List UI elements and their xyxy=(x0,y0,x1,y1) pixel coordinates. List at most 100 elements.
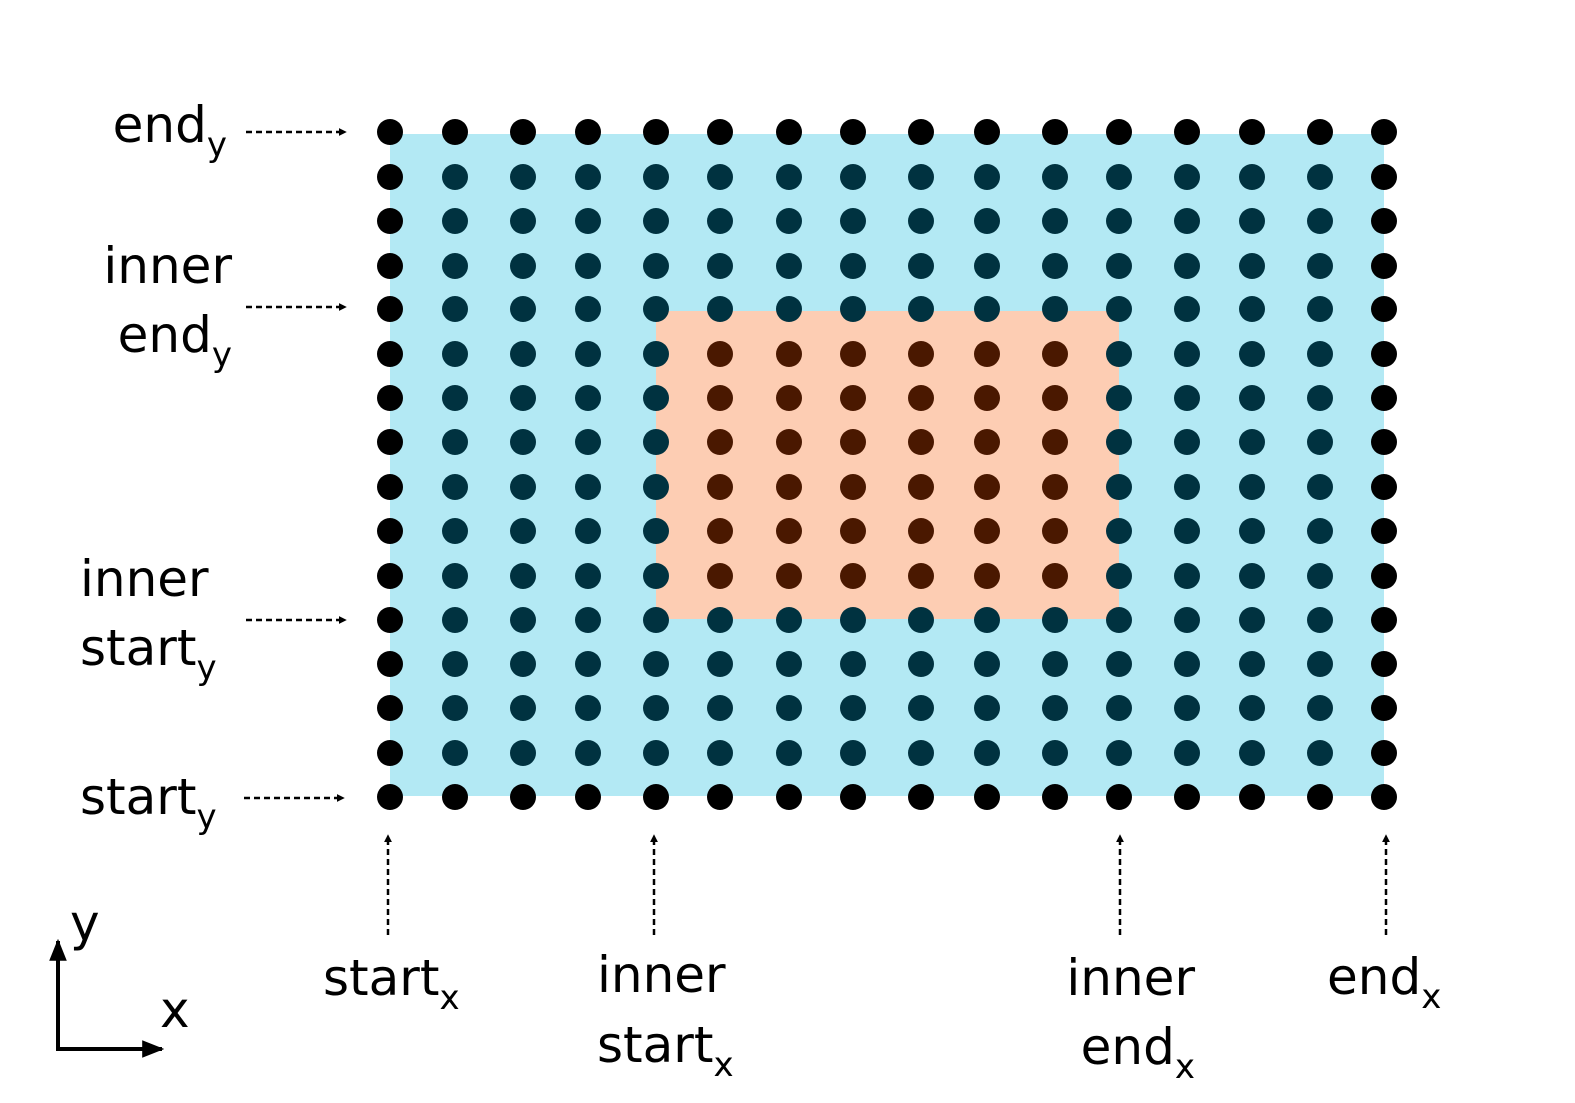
inner-start-y-label-line1: inner xyxy=(80,550,209,608)
grid-point xyxy=(974,341,1000,367)
grid-point xyxy=(1307,563,1333,589)
grid-point xyxy=(840,607,866,633)
grid-point xyxy=(908,253,934,279)
grid-point xyxy=(776,208,802,234)
grid-point xyxy=(575,296,601,322)
grid-point xyxy=(707,208,733,234)
grid-point xyxy=(908,740,934,766)
grid-point xyxy=(510,695,536,721)
grid-point xyxy=(510,740,536,766)
grid-point xyxy=(1042,740,1068,766)
grid-point xyxy=(442,474,468,500)
grid-point xyxy=(1307,784,1333,810)
grid-point xyxy=(1174,164,1200,190)
grid-point xyxy=(377,429,403,455)
grid-point xyxy=(510,607,536,633)
grid-point xyxy=(776,164,802,190)
grid-point xyxy=(908,784,934,810)
grid-point xyxy=(840,784,866,810)
grid-point xyxy=(510,651,536,677)
grid-point xyxy=(1371,253,1397,279)
grid-point xyxy=(1106,474,1132,500)
grid-point xyxy=(908,563,934,589)
grid-point xyxy=(974,518,1000,544)
grid-point xyxy=(1307,740,1333,766)
grid-point xyxy=(442,253,468,279)
grid-point xyxy=(908,429,934,455)
grid-point xyxy=(442,385,468,411)
grid-point xyxy=(974,784,1000,810)
grid-point xyxy=(377,253,403,279)
grid-point xyxy=(510,296,536,322)
grid-point xyxy=(1307,296,1333,322)
grid-point xyxy=(1239,429,1265,455)
grid-points xyxy=(377,119,1397,810)
grid-point xyxy=(908,607,934,633)
grid-point xyxy=(510,253,536,279)
grid-point xyxy=(840,429,866,455)
grid-point xyxy=(442,695,468,721)
grid-point xyxy=(575,607,601,633)
grid-point xyxy=(840,253,866,279)
grid-point xyxy=(643,253,669,279)
grid-point xyxy=(1106,740,1132,766)
inner-end-x-label-line1: inner xyxy=(1066,949,1195,1007)
grid-point xyxy=(974,164,1000,190)
grid-point xyxy=(1174,253,1200,279)
grid-point xyxy=(707,474,733,500)
grid-point xyxy=(908,208,934,234)
grid-point xyxy=(1239,740,1265,766)
grid-point xyxy=(377,563,403,589)
grid-point xyxy=(707,607,733,633)
grid-point xyxy=(1239,296,1265,322)
grid-point xyxy=(1239,695,1265,721)
grid-point xyxy=(1042,563,1068,589)
grid-point xyxy=(776,119,802,145)
grid-point xyxy=(1174,474,1200,500)
grid-point xyxy=(1307,474,1333,500)
grid-point xyxy=(442,164,468,190)
grid-point xyxy=(1174,607,1200,633)
grid-point xyxy=(1042,119,1068,145)
grid-point xyxy=(575,385,601,411)
grid-point xyxy=(1307,253,1333,279)
grid-point xyxy=(908,164,934,190)
grid-point xyxy=(1042,253,1068,279)
grid-point xyxy=(1174,385,1200,411)
grid-point xyxy=(776,651,802,677)
grid-point xyxy=(1371,474,1397,500)
grid-point xyxy=(643,740,669,766)
grid-point xyxy=(377,784,403,810)
grid-point xyxy=(575,474,601,500)
grid-point xyxy=(510,341,536,367)
grid-point xyxy=(1106,651,1132,677)
grid-point xyxy=(974,740,1000,766)
grid-point xyxy=(974,296,1000,322)
grid-point xyxy=(377,164,403,190)
grid-point xyxy=(908,651,934,677)
grid-point xyxy=(442,429,468,455)
grid-point xyxy=(908,385,934,411)
y-arrows xyxy=(244,128,347,802)
grid-point xyxy=(442,607,468,633)
grid-point xyxy=(1042,784,1068,810)
grid-point xyxy=(1106,296,1132,322)
grid-point xyxy=(442,563,468,589)
grid-point xyxy=(575,695,601,721)
grid-point xyxy=(1371,296,1397,322)
grid-point xyxy=(1371,784,1397,810)
grid-point xyxy=(377,208,403,234)
grid-point xyxy=(1239,119,1265,145)
grid-point xyxy=(776,518,802,544)
grid-point xyxy=(908,518,934,544)
grid-point xyxy=(1307,607,1333,633)
grid-point xyxy=(1371,695,1397,721)
grid-point xyxy=(377,695,403,721)
grid-point xyxy=(643,563,669,589)
grid-point xyxy=(575,740,601,766)
grid-point xyxy=(1239,385,1265,411)
end-x-label: endx xyxy=(1327,948,1441,1017)
grid-point xyxy=(377,474,403,500)
grid-point xyxy=(1307,651,1333,677)
